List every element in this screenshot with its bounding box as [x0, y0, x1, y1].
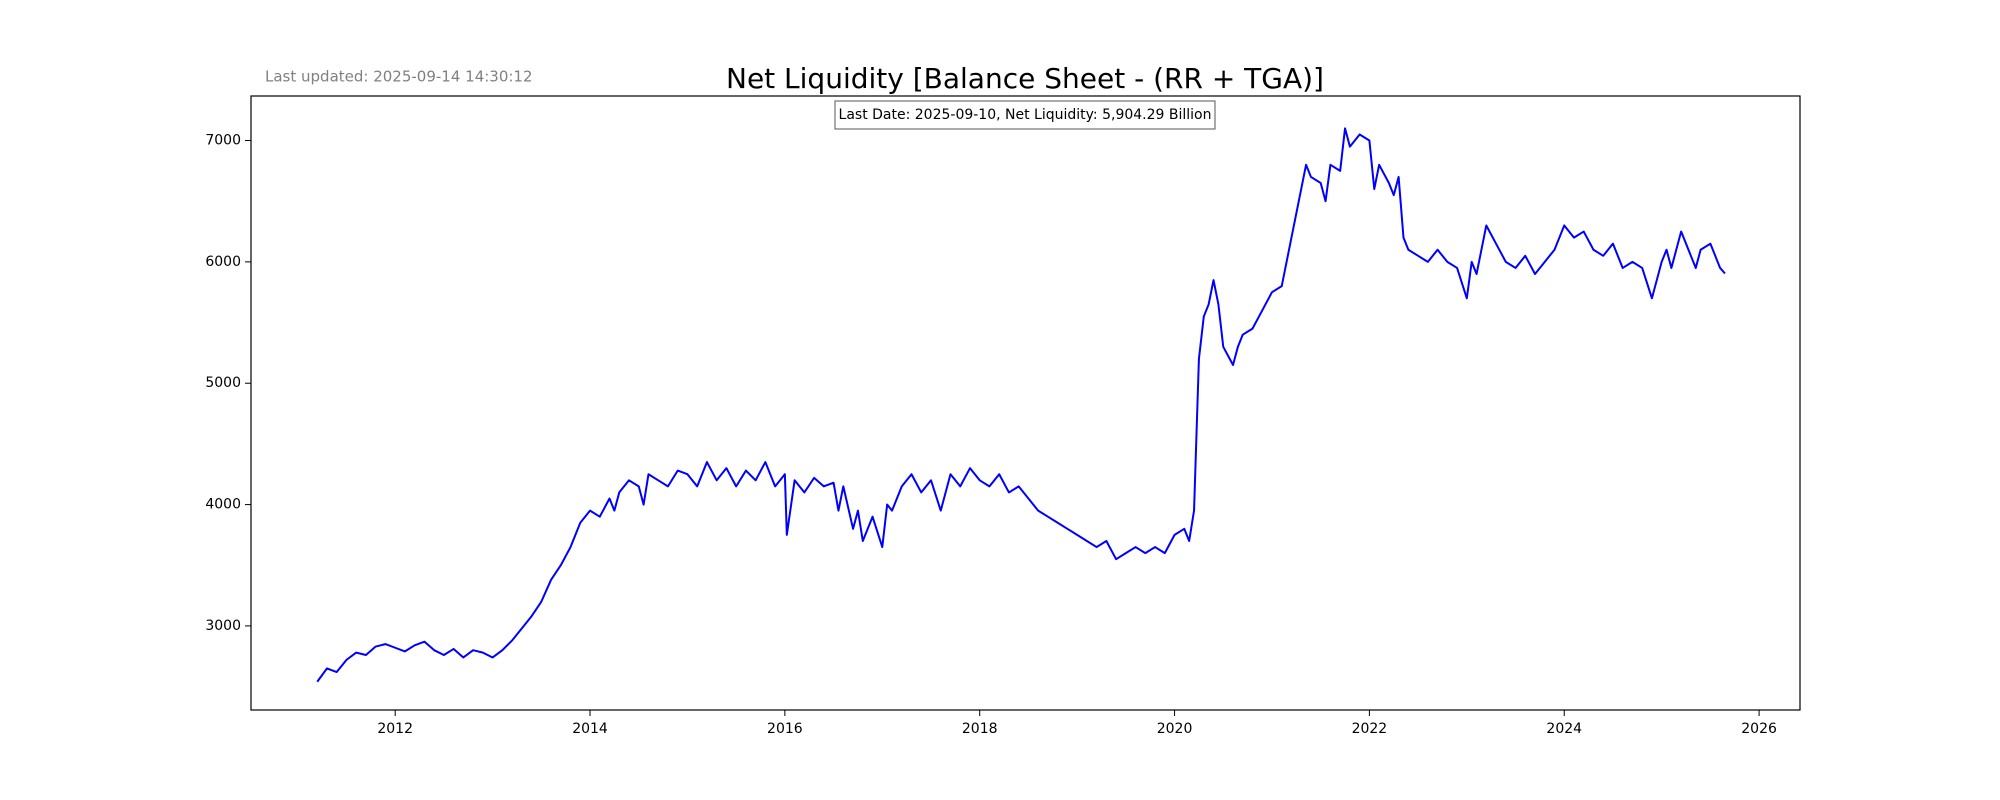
annotation-box	[834, 100, 1216, 130]
x-tick-label: 2016	[767, 721, 803, 737]
plot-frame	[250, 95, 1801, 711]
data-line	[316, 127, 1726, 683]
x-tick-label: 2014	[572, 721, 608, 737]
x-tick-label: 2012	[377, 721, 413, 737]
annotation: Last Date: 2025-09-10, Net Liquidity: 5,…	[839, 107, 1212, 123]
y-tick-label: 3000	[205, 618, 241, 634]
last-updated: Last updated: 2025-09-14 14:30:12	[265, 68, 533, 86]
x-tick-label: 2024	[1546, 721, 1582, 737]
x-tick-label: 2018	[962, 721, 998, 737]
x-tick-label: 2022	[1352, 721, 1388, 737]
chart-title: Net Liquidity [Balance Sheet - (RR + TGA…	[726, 62, 1324, 95]
y-tick-label: 6000	[205, 254, 241, 270]
y-tick-label: 5000	[205, 375, 241, 391]
y-tick-label: 7000	[205, 133, 241, 149]
y-tick-label: 4000	[205, 497, 241, 513]
x-tick-label: 2020	[1157, 721, 1193, 737]
x-tick-label: 2026	[1741, 721, 1777, 737]
